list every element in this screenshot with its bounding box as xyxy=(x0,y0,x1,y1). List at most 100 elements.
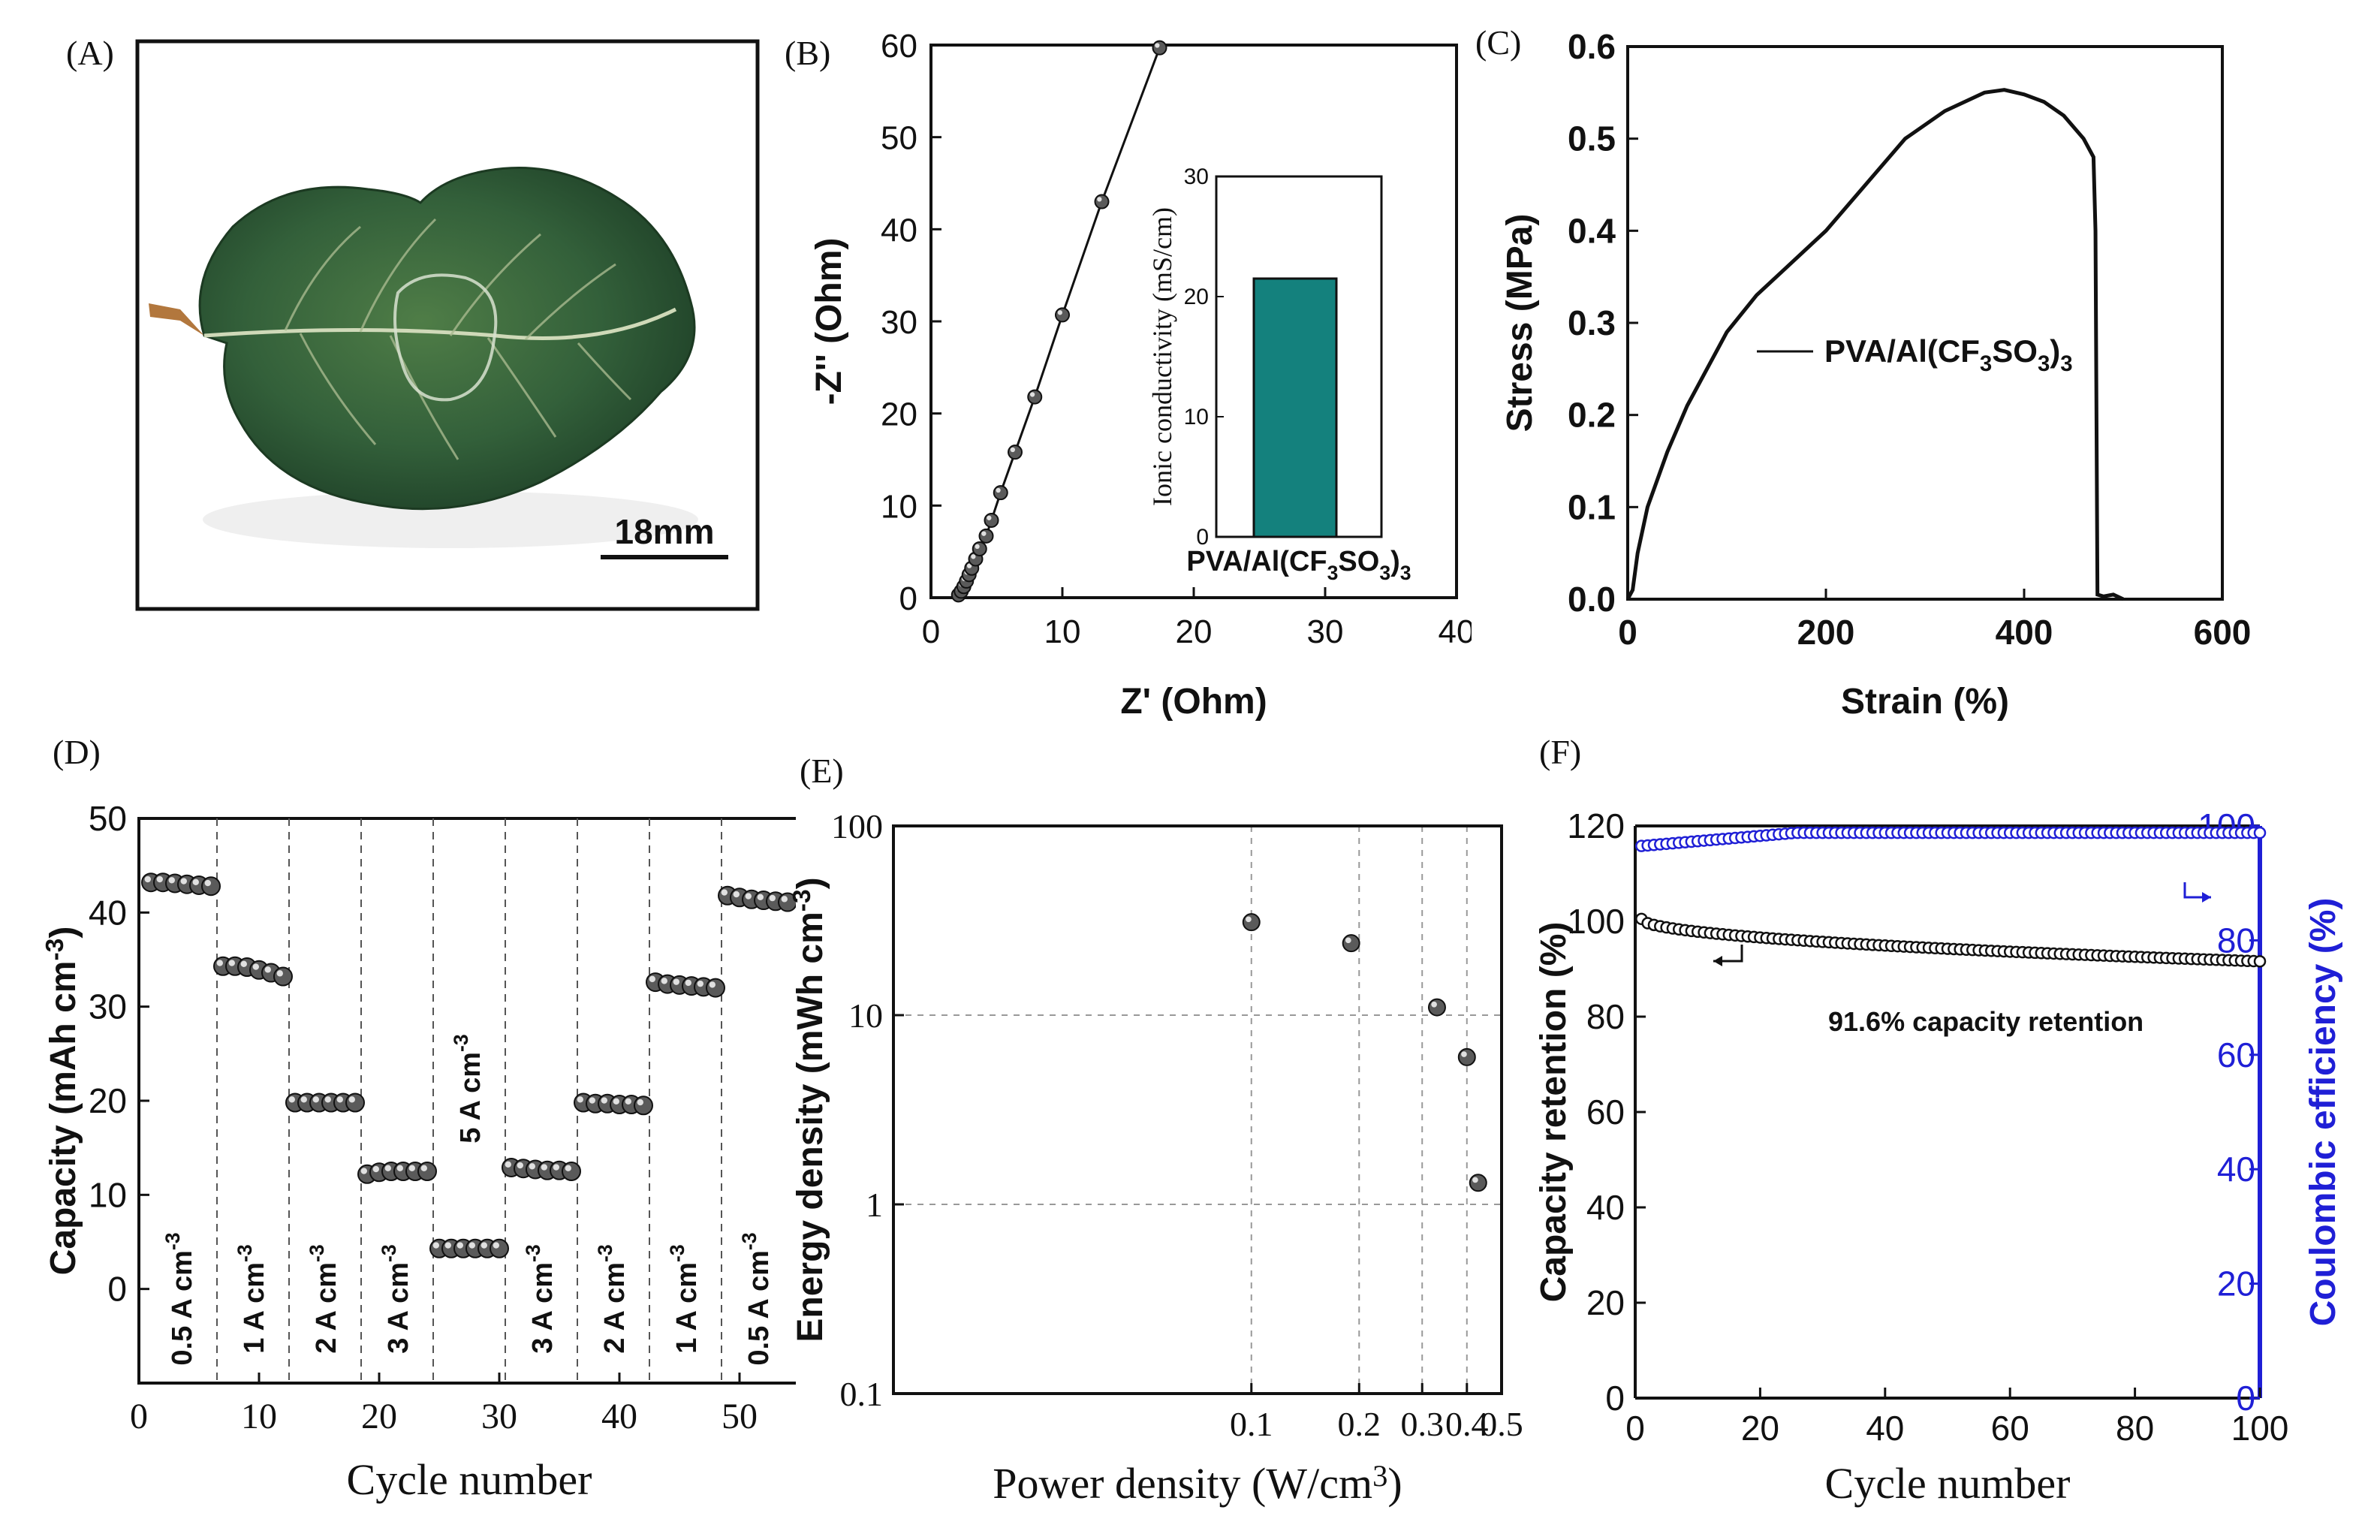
b-data-point-highlight xyxy=(1097,197,1102,202)
d-data-point-highlight xyxy=(240,960,247,968)
d-data-point-highlight xyxy=(336,1096,343,1103)
d-xtick-label: 0 xyxy=(130,1397,148,1436)
d-rate-label: 5 A cm-3 xyxy=(450,1034,487,1143)
e-y-axis-title: Energy density (mWh cm-3) xyxy=(788,877,830,1342)
e-data-point-highlight xyxy=(1461,1051,1467,1057)
e-ytick-label: 1 xyxy=(866,1186,883,1224)
c-xtick-label: 600 xyxy=(2194,613,2252,652)
d-rate-label: 3 A cm-3 xyxy=(378,1244,414,1353)
d-data-point-highlight xyxy=(444,1242,451,1249)
b-ytick-label: 30 xyxy=(881,304,917,341)
f-y2tick-label: 0 xyxy=(2236,1379,2255,1418)
f-y2tick-label: 80 xyxy=(2217,921,2255,960)
b-ytick-label: 0 xyxy=(899,580,917,617)
f-annotation: 91.6% capacity retention xyxy=(1828,1006,2144,1037)
d-data-point-highlight xyxy=(697,980,703,987)
b-xtick-label: 30 xyxy=(1307,613,1344,650)
d-data-point-highlight xyxy=(252,963,259,970)
d-data-point-highlight xyxy=(432,1242,439,1249)
e-xtick-label: 0.2 xyxy=(1338,1405,1381,1443)
f-ytick-label: 0 xyxy=(1605,1379,1625,1418)
f-ytick-label: 60 xyxy=(1586,1092,1625,1132)
c-x-axis-title: Strain (%) xyxy=(1841,682,2009,722)
e-plot-frame xyxy=(892,824,1503,1395)
f-retention-point xyxy=(2253,955,2267,968)
d-data-point-highlight xyxy=(348,1096,355,1103)
e-data-point xyxy=(1469,1174,1487,1192)
b-inset-category-label: PVA/Al(CF3SO3)3 xyxy=(1186,546,1411,584)
c-legend-label: PVA/Al(CF3SO3)3 xyxy=(1824,333,2073,376)
f-ytick-label: 40 xyxy=(1586,1188,1625,1227)
panel-d-chart: 0 10 20 30 40 50 0 10 20 30 40 50 Cycle number Capaci… xyxy=(41,799,796,1504)
b-data-point-highlight xyxy=(1010,447,1015,453)
d-data-point-highlight xyxy=(156,875,163,883)
b-data-point xyxy=(972,541,987,556)
c-ytick-label: 0.4 xyxy=(1568,211,1616,250)
f-xtick-label: 20 xyxy=(1741,1409,1779,1448)
e-ytick-label: 0.1 xyxy=(840,1375,884,1413)
e-data-point-highlight xyxy=(1431,1001,1437,1008)
f-retention-arrowhead xyxy=(1713,956,1722,966)
d-rate-label: 1 A cm-3 xyxy=(233,1244,270,1353)
c-ytick-label: 0.2 xyxy=(1568,396,1616,435)
d-data-point-highlight xyxy=(757,894,764,901)
panel-c-chart: 0 200 400 600 0.0 0.1 0.2 0.3 0.4 0.5 0.6 Strain (%… xyxy=(1500,27,2252,722)
c-ytick-label: 0.6 xyxy=(1568,27,1616,66)
d-data-point-highlight xyxy=(553,1164,559,1171)
d-data-point-highlight xyxy=(721,889,728,896)
d-data-point-highlight xyxy=(396,1165,403,1171)
d-data-point-highlight xyxy=(288,1096,295,1103)
b-data-point-highlight xyxy=(987,515,992,520)
c-plot-frame xyxy=(1626,45,2224,601)
b-data-point-highlight xyxy=(981,531,987,536)
b-data-point xyxy=(978,528,994,544)
d-x-axis-title: Cycle number xyxy=(347,1455,592,1504)
b-ytick-label: 20 xyxy=(881,396,917,433)
d-rate-label: 2 A cm-3 xyxy=(306,1244,342,1353)
b-inset-ytick-label: 30 xyxy=(1184,164,1209,189)
d-data-point-highlight xyxy=(264,966,271,973)
e-xtick-label: 0.5 xyxy=(1480,1405,1523,1443)
d-data-point-highlight xyxy=(216,960,223,966)
d-data-point-highlight xyxy=(733,891,740,898)
d-xtick-label: 30 xyxy=(481,1397,517,1436)
d-data-point-highlight xyxy=(372,1165,379,1173)
b-ytick-label: 60 xyxy=(881,28,917,65)
b-data-point-highlight xyxy=(975,544,980,549)
d-data-point-highlight xyxy=(420,1165,427,1171)
e-ytick-label: 10 xyxy=(848,996,883,1035)
scale-bar-label: 18mm xyxy=(615,512,715,551)
b-inset-ytick-label: 10 xyxy=(1184,405,1209,429)
d-ytick-label: 10 xyxy=(89,1175,127,1214)
d-data-point xyxy=(490,1238,509,1258)
f-xtick-label: 0 xyxy=(1625,1409,1645,1448)
d-data-point-highlight xyxy=(228,960,235,966)
b-data-point xyxy=(1055,307,1070,323)
f-y-axis-title: Capacity retention (%) xyxy=(1534,922,1574,1303)
d-data-point-highlight xyxy=(517,1162,523,1169)
b-ytick-label: 40 xyxy=(881,212,917,249)
panel-label-b: (B) xyxy=(785,34,831,72)
d-data-point-highlight xyxy=(192,878,199,885)
d-data-point-highlight xyxy=(493,1242,499,1249)
d-data-point-highlight xyxy=(481,1242,487,1249)
panel-b-chart: 0 10 20 30 40 0 10 20 30 40 50 60 Z' (Ohm) -Z'' (Ohm)… xyxy=(809,28,1472,722)
d-data-point-highlight xyxy=(745,893,752,900)
b-data-point-highlight xyxy=(971,554,976,559)
c-ytick-label: 0.0 xyxy=(1568,580,1616,619)
d-xtick-label: 50 xyxy=(722,1397,758,1436)
d-xtick-label: 40 xyxy=(601,1397,637,1436)
panel-f-chart: 0 20 40 60 80 100020406080100120020406080100C… xyxy=(1534,806,2343,1508)
d-data-point xyxy=(273,966,293,987)
d-xtick-label: 10 xyxy=(241,1397,277,1436)
d-y-axis-title: Capacity (mAh cm-3) xyxy=(41,927,83,1276)
d-data-point xyxy=(345,1092,365,1113)
d-rate-label: 0.5 A cm-3 xyxy=(161,1232,198,1365)
f-retention-arrow xyxy=(1713,945,1743,963)
f-y2tick-label: 100 xyxy=(2198,806,2255,845)
b-xtick-label: 0 xyxy=(922,613,940,650)
b-xtick-label: 40 xyxy=(1439,613,1472,650)
d-ytick-label: 0 xyxy=(107,1270,127,1309)
b-data-point xyxy=(1027,389,1043,405)
f-efficiency-point xyxy=(2253,826,2267,839)
